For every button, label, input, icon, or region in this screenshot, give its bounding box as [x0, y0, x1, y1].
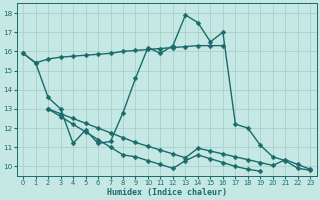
X-axis label: Humidex (Indice chaleur): Humidex (Indice chaleur)	[107, 188, 227, 197]
